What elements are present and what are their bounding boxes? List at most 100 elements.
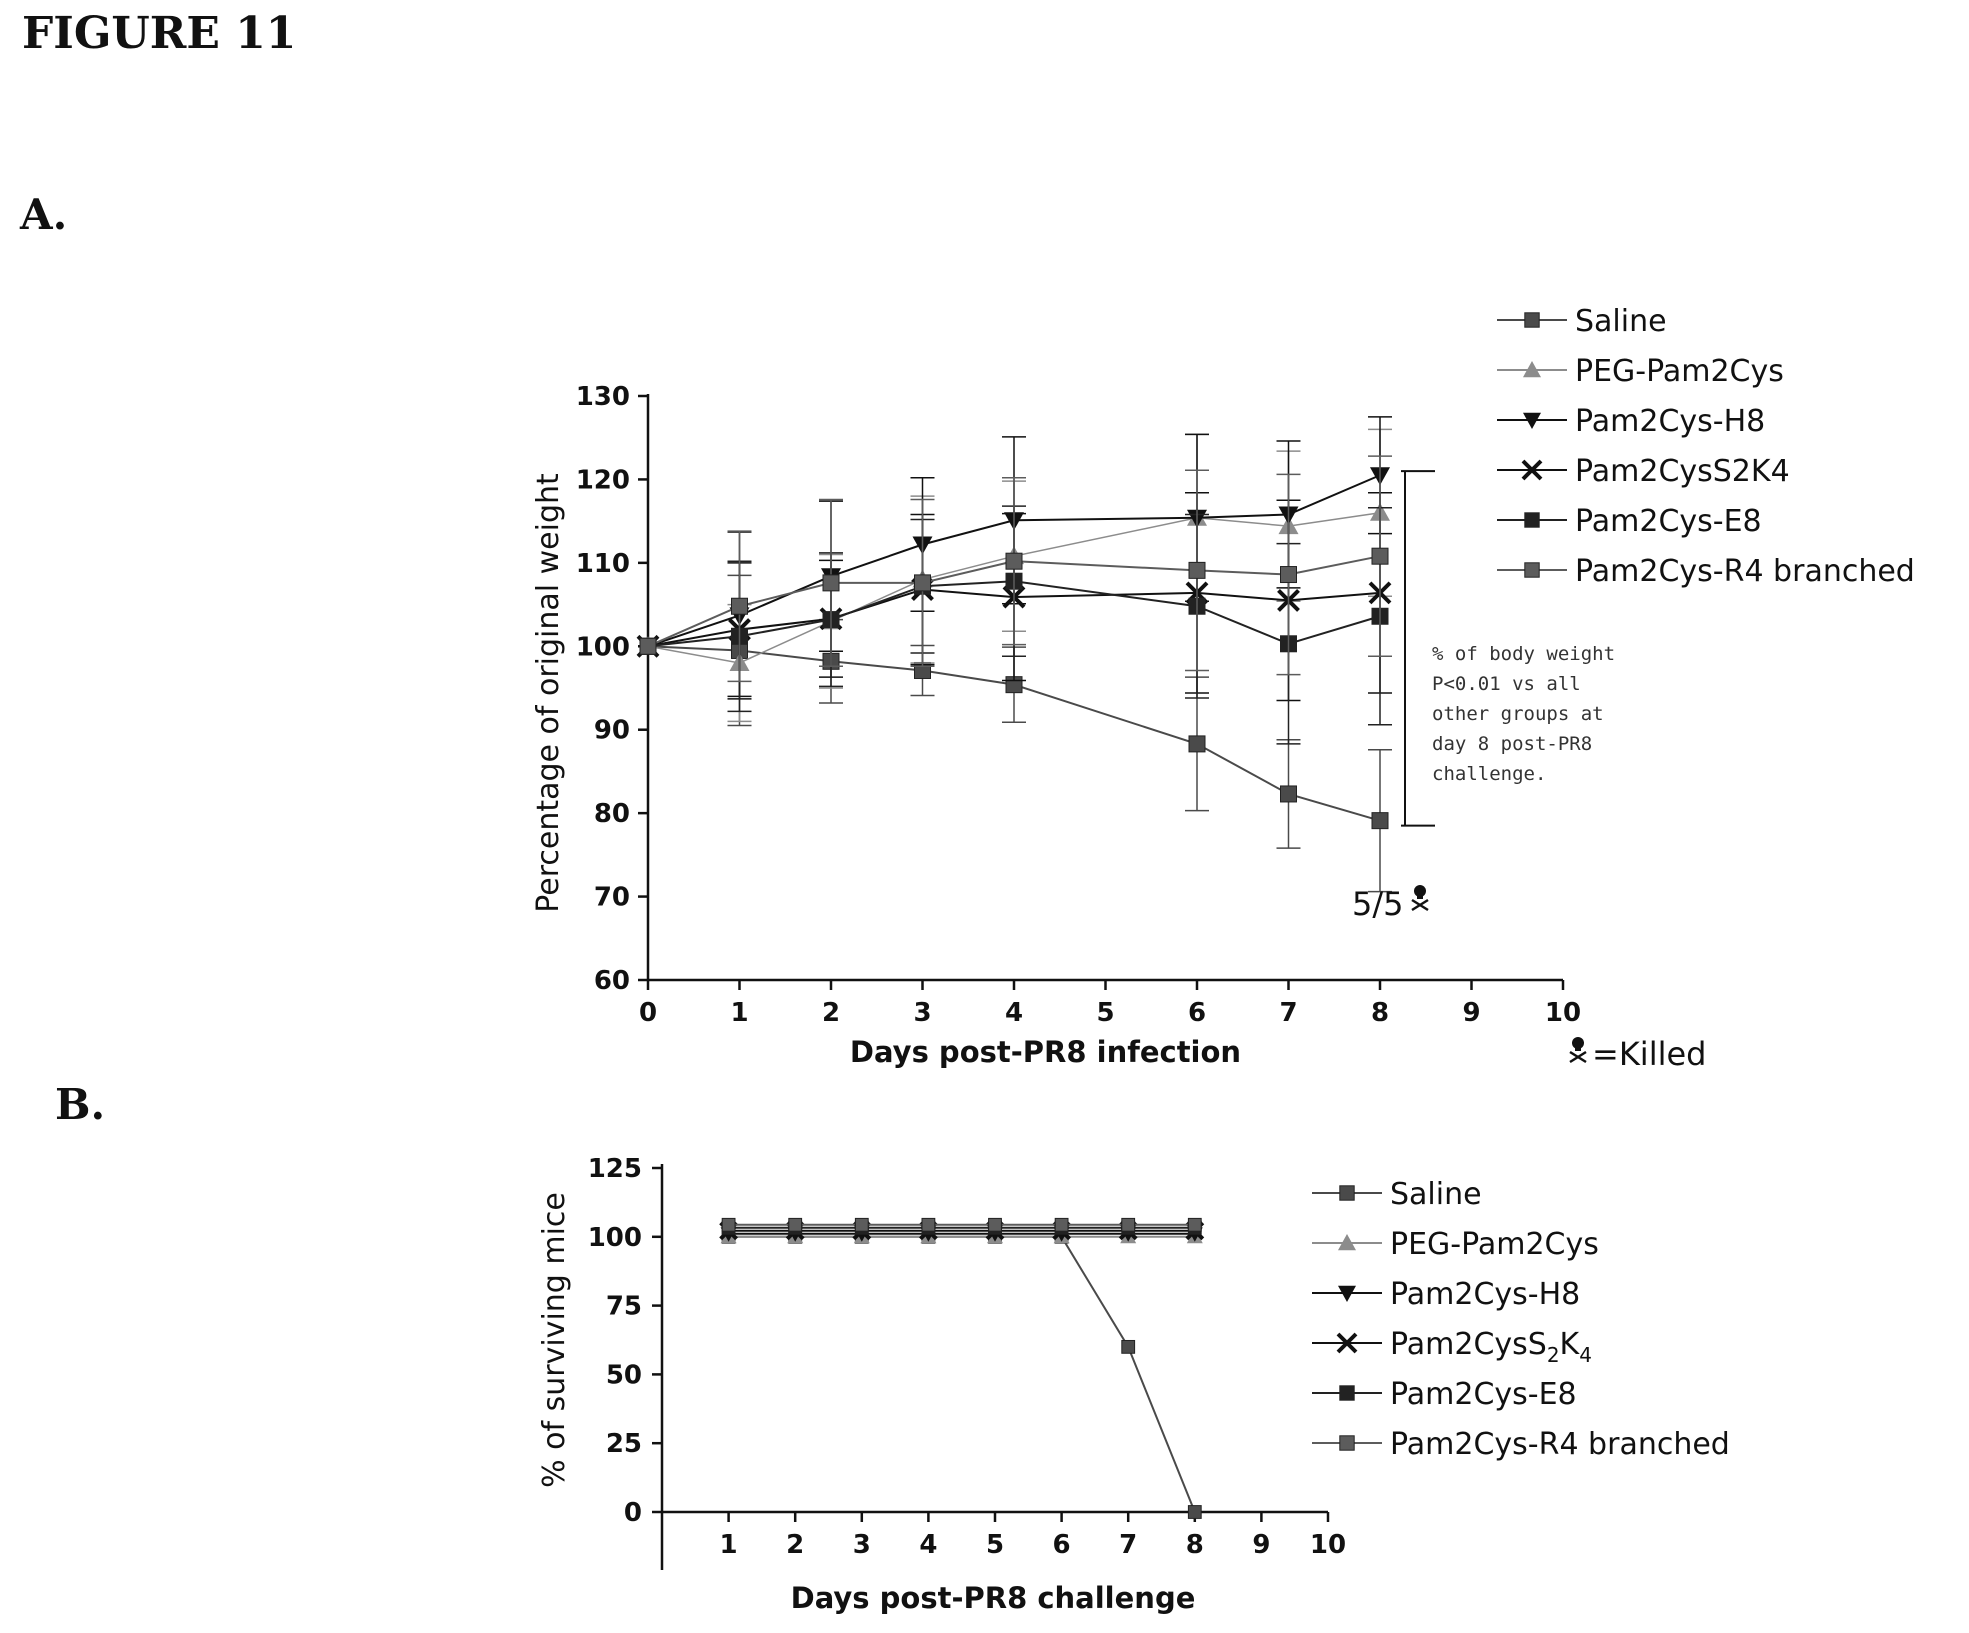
data-point xyxy=(1371,547,1389,565)
x-tick-label: 8 xyxy=(1186,1530,1204,1560)
data-point xyxy=(914,574,931,592)
killed-count-label: 5/5 xyxy=(1352,885,1404,923)
x-axis-title: Days post-PR8 challenge xyxy=(791,1581,1196,1615)
x-tick-label: 10 xyxy=(1545,998,1581,1028)
x-tick-label: 5 xyxy=(1096,998,1114,1028)
y-axis-title: % of surviving mice xyxy=(537,1192,572,1488)
series-pam2cys-r4-branched xyxy=(721,1217,1202,1232)
data-point xyxy=(822,574,840,592)
x-tick-label: 8 xyxy=(1371,998,1389,1028)
legend-label: Pam2Cys-R4 branched xyxy=(1390,1427,1730,1462)
legend-item-peg-pam2cys: PEG-Pam2Cys xyxy=(1312,1227,1599,1262)
legend-item-saline: Saline xyxy=(1497,304,1667,339)
legend-item-pam2cyss2k4: Pam2CysS2K4 xyxy=(1497,454,1790,489)
series-line xyxy=(647,645,1381,822)
legend-label: Pam2CysS2K4 xyxy=(1390,1327,1592,1367)
data-point xyxy=(1187,1505,1202,1519)
x-tick-label: 7 xyxy=(1119,1530,1137,1560)
y-tick-label: 70 xyxy=(594,883,630,913)
y-tick-label: 130 xyxy=(576,382,630,412)
x-tick-label: 6 xyxy=(1053,1530,1071,1560)
x-tick-label: 9 xyxy=(1252,1530,1270,1560)
series-line xyxy=(728,1235,1196,1513)
legend-item-pam2cys-h8: Pam2Cys-H8 xyxy=(1497,404,1765,439)
legend-marker xyxy=(1521,459,1543,481)
legend-marker xyxy=(1339,1385,1355,1401)
y-tick-label: 100 xyxy=(576,632,630,662)
legend-marker xyxy=(1523,361,1541,378)
data-point xyxy=(788,1217,803,1232)
figure-title: FIGURE 11 xyxy=(22,8,297,59)
panel-a-label: A. xyxy=(20,190,68,239)
legend-marker xyxy=(1339,1435,1355,1451)
skull-icon xyxy=(1569,1037,1587,1064)
y-tick-label: 80 xyxy=(594,799,630,829)
legend-label: PEG-Pam2Cys xyxy=(1575,354,1784,389)
x-tick-label: 4 xyxy=(1005,998,1023,1028)
y-tick-label: 100 xyxy=(588,1223,642,1253)
series-line xyxy=(647,512,1381,664)
data-point xyxy=(731,597,748,615)
data-point xyxy=(639,637,657,655)
x-tick-label: 9 xyxy=(1462,998,1480,1028)
legend-item-saline: Saline xyxy=(1312,1177,1482,1212)
legend-item-pam2cys-e8: Pam2Cys-E8 xyxy=(1312,1377,1577,1412)
x-tick-label: 4 xyxy=(919,1530,937,1560)
y-tick-label: 25 xyxy=(606,1429,642,1459)
x-tick-label: 2 xyxy=(786,1530,804,1560)
significance-note-line: challenge. xyxy=(1432,763,1546,785)
y-tick-label: 60 xyxy=(594,966,630,996)
legend-label: Saline xyxy=(1390,1177,1482,1212)
significance-note-line: P<0.01 vs all xyxy=(1432,673,1581,695)
skull-icon xyxy=(1411,885,1429,912)
y-tick-label: 125 xyxy=(588,1154,642,1184)
legend-item-pam2cys-h8: Pam2Cys-H8 xyxy=(1312,1277,1580,1312)
data-point xyxy=(1188,561,1206,579)
data-point xyxy=(1121,1339,1136,1354)
legend-marker xyxy=(1524,312,1540,328)
data-point xyxy=(1280,566,1297,584)
significance-note-line: % of body weight xyxy=(1432,643,1615,665)
y-tick-label: 50 xyxy=(606,1360,642,1390)
legend-marker xyxy=(1524,512,1540,528)
legend-item-pam2cys-e8: Pam2Cys-E8 xyxy=(1497,504,1762,539)
panel-b-label: B. xyxy=(55,1080,106,1129)
legend-marker xyxy=(1524,562,1540,578)
significance-note-line: day 8 post-PR8 xyxy=(1432,733,1592,755)
x-tick-label: 1 xyxy=(730,998,748,1028)
x-tick-label: 7 xyxy=(1279,998,1297,1028)
legend-marker xyxy=(1523,412,1541,429)
x-tick-label: 0 xyxy=(639,998,657,1028)
killed-legend-label: =Killed xyxy=(1592,1035,1706,1073)
series-line xyxy=(647,580,1381,648)
legend-label: Pam2Cys-R4 branched xyxy=(1575,554,1915,589)
legend-label: Pam2Cys-E8 xyxy=(1390,1377,1577,1412)
data-point xyxy=(1005,552,1023,570)
series-pam2cys-r4-branched xyxy=(639,455,1392,683)
significance-note-line: other groups at xyxy=(1432,703,1604,725)
data-point xyxy=(721,1217,736,1232)
x-tick-label: 5 xyxy=(986,1530,1004,1560)
legend-marker xyxy=(1338,1285,1356,1302)
legend-label: Saline xyxy=(1575,304,1667,339)
y-tick-label: 110 xyxy=(576,549,630,579)
legend-marker xyxy=(1338,1234,1356,1251)
y-tick-label: 0 xyxy=(624,1498,642,1528)
x-tick-label: 3 xyxy=(913,998,931,1028)
x-tick-label: 10 xyxy=(1310,1530,1346,1560)
y-tick-label: 75 xyxy=(606,1292,642,1322)
y-axis-title: Percentage of original weight xyxy=(531,473,566,913)
x-tick-label: 3 xyxy=(853,1530,871,1560)
x-tick-label: 1 xyxy=(720,1530,738,1560)
data-point xyxy=(1280,785,1297,803)
data-point xyxy=(1187,1217,1202,1232)
legend-item-peg-pam2cys: PEG-Pam2Cys xyxy=(1497,354,1784,389)
legend-label: Pam2Cys-H8 xyxy=(1575,404,1765,439)
legend-label: Pam2CysS2K4 xyxy=(1575,454,1790,489)
legend-marker xyxy=(1339,1185,1355,1201)
data-point xyxy=(1121,1217,1136,1232)
series-line xyxy=(647,588,1381,648)
legend-label: PEG-Pam2Cys xyxy=(1390,1227,1599,1262)
data-point xyxy=(1054,1217,1069,1232)
